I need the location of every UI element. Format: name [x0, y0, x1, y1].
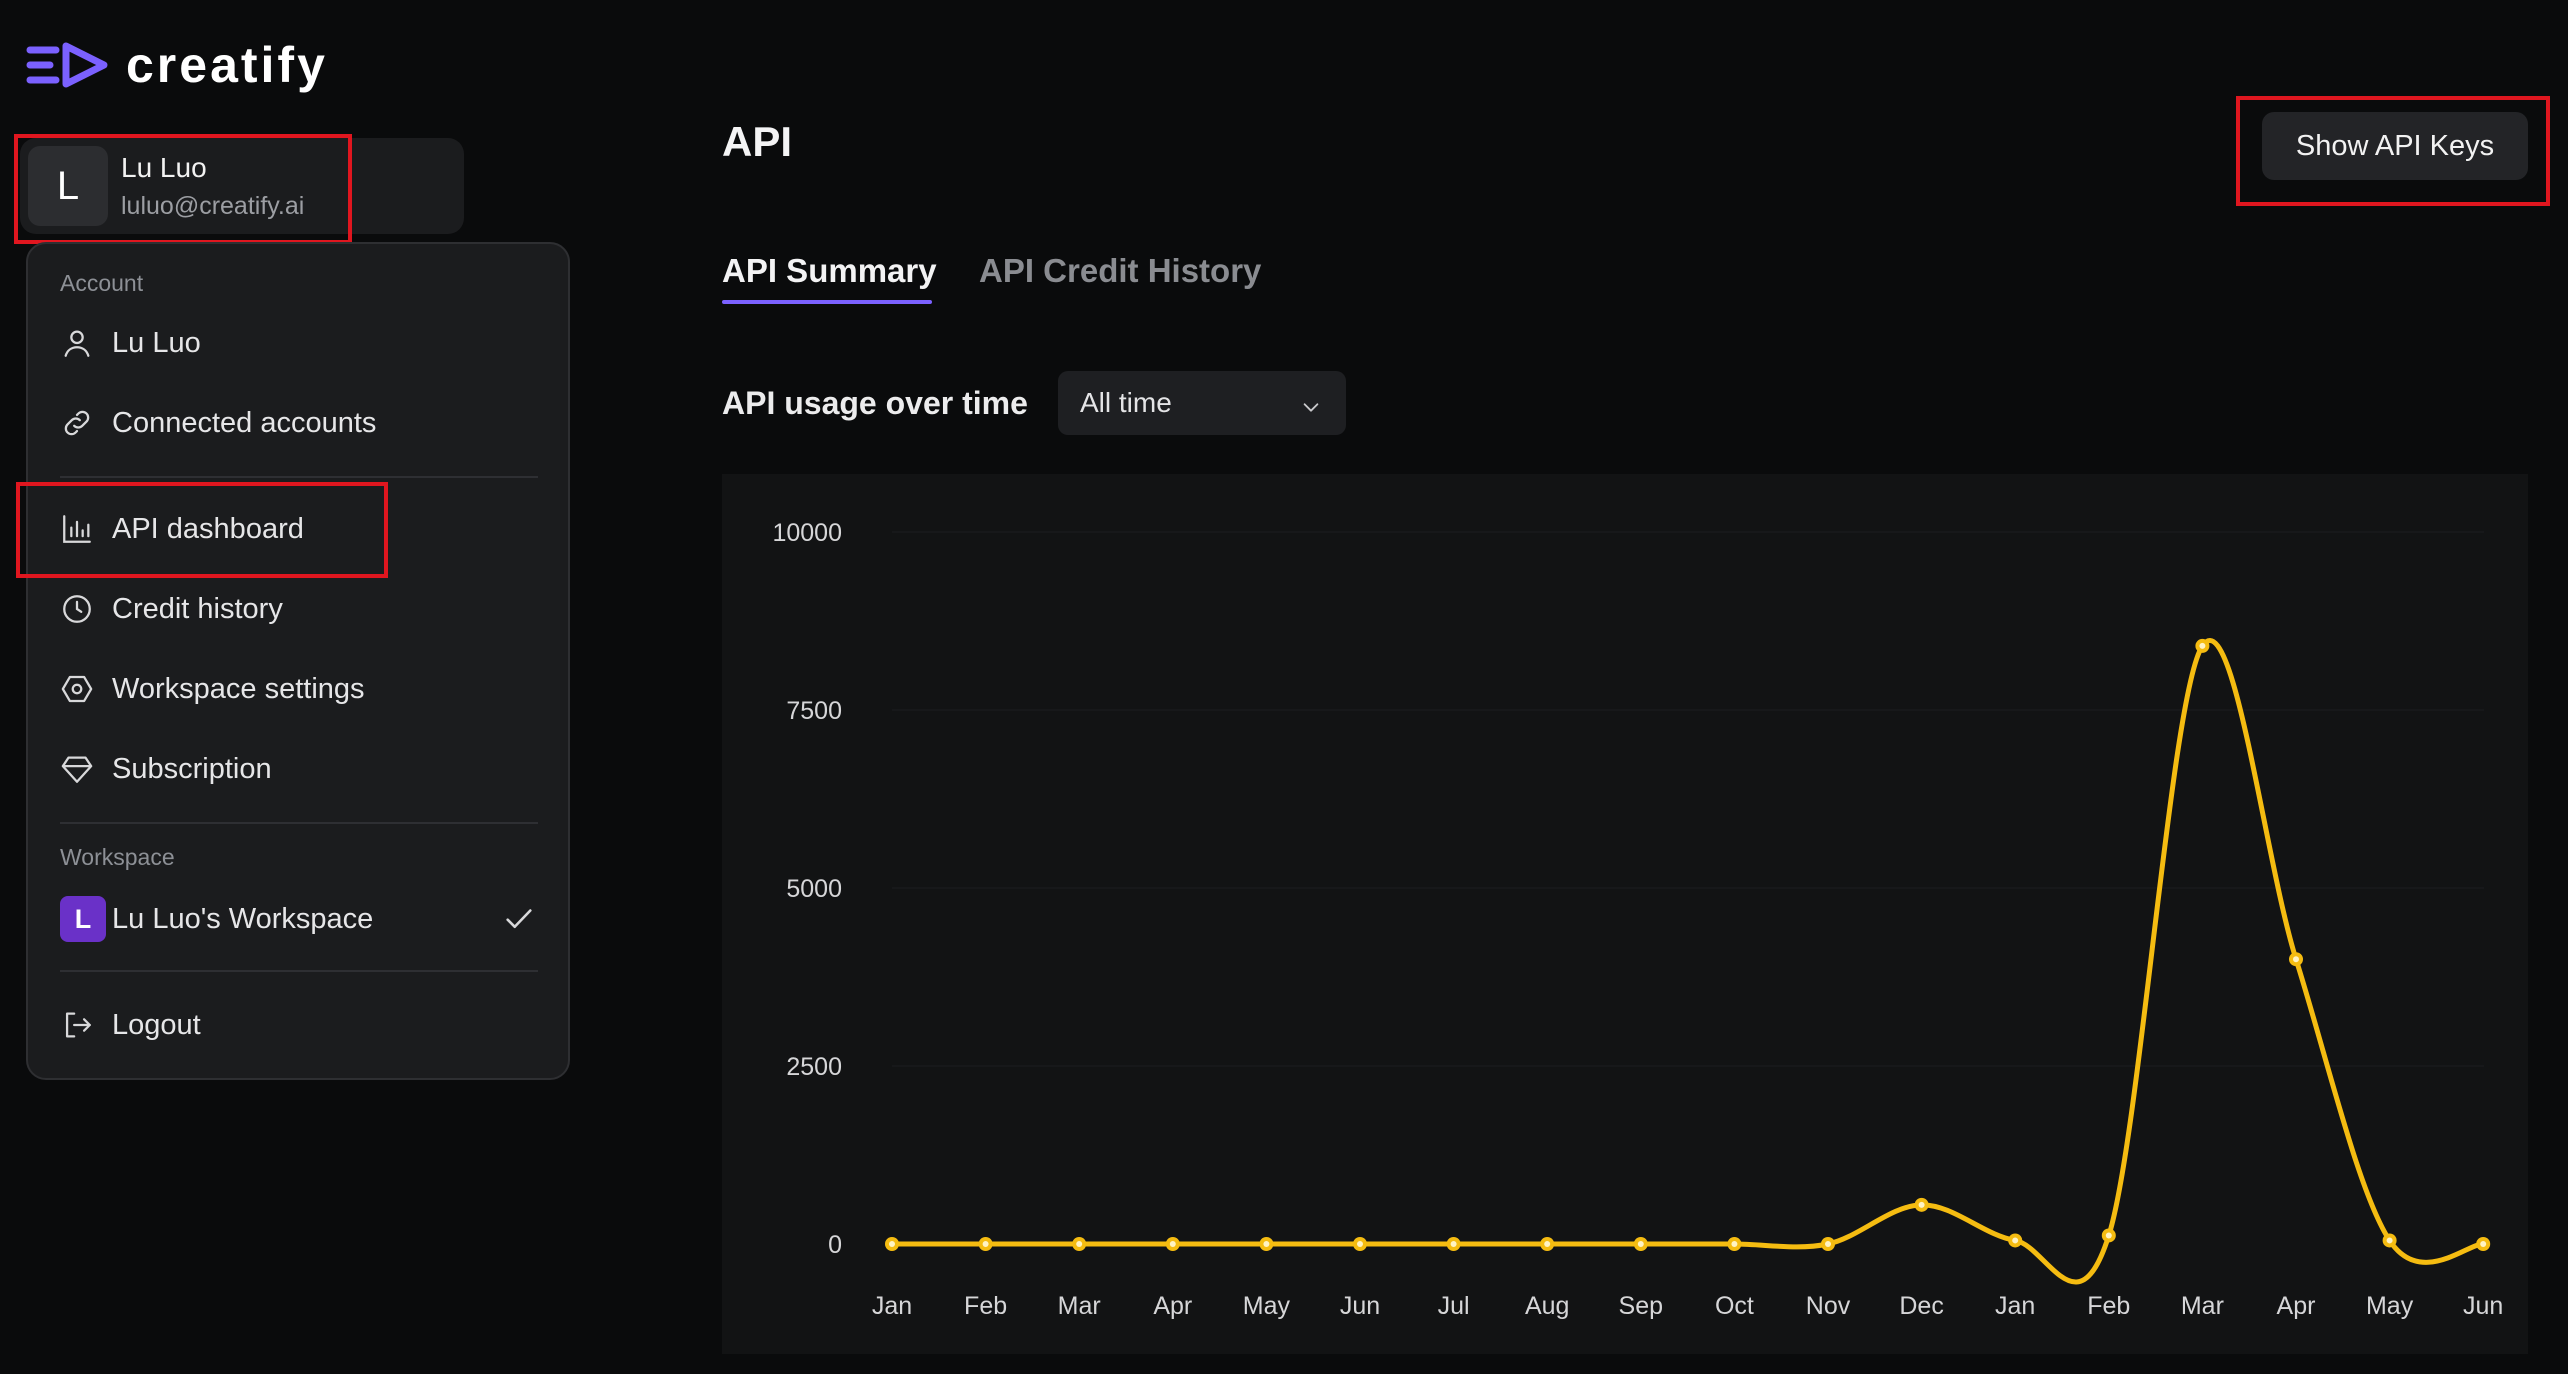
y-tick-label: 5000	[786, 875, 842, 903]
menu-item-label: API dashboard	[112, 512, 304, 545]
data-point-center	[1357, 1241, 1363, 1247]
usage-chart-label: API usage over time	[722, 385, 1028, 421]
section-label-workspace: Workspace	[60, 844, 175, 870]
checkmark-icon	[502, 902, 536, 941]
menu-item-label: Lu Luo	[112, 326, 201, 359]
menu-item-subscription[interactable]: Subscription	[38, 734, 558, 804]
brand-name: creatify	[126, 37, 328, 93]
menu-item-workspace-settings[interactable]: Workspace settings	[38, 654, 558, 724]
active-tab-indicator	[722, 300, 932, 304]
menu-divider	[60, 822, 538, 824]
x-tick-label: Apr	[1153, 1292, 1192, 1320]
creatify-logo-icon	[26, 40, 112, 90]
data-point-center	[1544, 1241, 1551, 1247]
data-point-center	[2386, 1237, 2393, 1244]
x-tick-label: May	[2366, 1292, 2414, 1320]
menu-item-label: Workspace settings	[112, 672, 365, 705]
menu-item-label: Lu Luo's Workspace	[112, 902, 374, 935]
link-icon	[60, 406, 108, 440]
x-tick-label: Mar	[2181, 1292, 2224, 1320]
data-point-center	[1450, 1241, 1457, 1247]
menu-divider	[60, 476, 538, 478]
menu-item-connected-accounts[interactable]: Connected accounts	[38, 388, 558, 458]
usage-chart-panel: 0 2500 5000 7500 10000 Jan Feb Mar Apr May Jun Jul A…	[722, 474, 2528, 1354]
time-range-select[interactable]: All time	[1058, 371, 1346, 435]
data-point-center	[1918, 1201, 1925, 1208]
time-range-value: All time	[1080, 387, 1172, 418]
menu-item-api-dashboard[interactable]: API dashboard	[38, 494, 558, 564]
chevron-down-icon	[1300, 393, 1322, 425]
menu-item-label: Credit history	[112, 592, 283, 625]
workspace-avatar: L	[60, 896, 108, 942]
show-api-keys-button[interactable]: Show API Keys	[2262, 112, 2528, 180]
section-label-account: Account	[60, 270, 144, 296]
y-tick-label: 2500	[786, 1053, 842, 1081]
user-name: Lu Luo	[121, 152, 207, 183]
x-tick-label: May	[1243, 1292, 1291, 1320]
x-tick-label: Feb	[2087, 1292, 2130, 1320]
tab-api-credit-history[interactable]: API Credit History	[979, 252, 1262, 289]
x-tick-label: Jan	[1995, 1292, 2035, 1320]
menu-item-profile[interactable]: Lu Luo	[38, 308, 558, 378]
data-point-center	[1731, 1241, 1738, 1247]
x-tick-label: Sep	[1619, 1292, 1663, 1320]
data-point-center	[2293, 956, 2299, 963]
usage-line-chart: 0 2500 5000 7500 10000 Jan Feb Mar Apr May Jun Jul A…	[772, 519, 2503, 1320]
x-tick-label: Oct	[1715, 1292, 1754, 1320]
avatar: L	[28, 146, 108, 226]
data-point-center	[889, 1241, 895, 1247]
account-dropdown-menu: Account Lu Luo Connected accounts API da…	[26, 242, 570, 1080]
x-tick-label: Dec	[1899, 1292, 1943, 1320]
x-tick-label: Jun	[2463, 1292, 2503, 1320]
brand-logo[interactable]: creatify	[26, 36, 328, 94]
x-tick-label: Jul	[1438, 1292, 1470, 1320]
y-tick-label: 7500	[786, 697, 842, 725]
data-point-center	[1076, 1241, 1083, 1247]
y-tick-label: 10000	[772, 519, 842, 547]
diamond-icon	[60, 752, 108, 786]
data-point-center	[2199, 642, 2206, 649]
hexagon-settings-icon	[60, 672, 108, 706]
menu-item-label: Connected accounts	[112, 406, 377, 439]
data-point-center	[1169, 1241, 1176, 1247]
x-tick-label: Feb	[964, 1292, 1007, 1320]
user-email: luluo@creatify.ai	[121, 192, 305, 220]
x-tick-label: Jun	[1340, 1292, 1380, 1320]
bar-chart-icon	[60, 512, 108, 546]
menu-item-workspace[interactable]: L Lu Luo's Workspace	[38, 884, 558, 954]
menu-item-label: Subscription	[112, 752, 272, 785]
data-point-center	[982, 1241, 989, 1247]
x-tick-label: Nov	[1806, 1292, 1851, 1320]
data-point-center	[1637, 1241, 1644, 1247]
menu-item-label: Logout	[112, 1008, 201, 1041]
data-point-center	[1825, 1241, 1831, 1247]
y-tick-label: 0	[828, 1231, 842, 1259]
data-point-center	[2105, 1232, 2112, 1239]
data-point-center	[1263, 1241, 1270, 1247]
x-tick-label: Apr	[2277, 1292, 2316, 1320]
data-point-center	[2012, 1237, 2019, 1244]
tab-api-summary[interactable]: API Summary	[722, 252, 937, 289]
data-point-center	[2480, 1241, 2487, 1247]
x-tick-label: Jan	[872, 1292, 912, 1320]
logout-icon	[60, 1008, 108, 1042]
person-icon	[60, 326, 108, 360]
x-tick-label: Aug	[1525, 1292, 1569, 1320]
menu-item-credit-history[interactable]: Credit history	[38, 574, 558, 644]
user-menu-trigger[interactable]: L Lu Luo luluo@creatify.ai	[20, 138, 464, 234]
page-title: API	[722, 118, 793, 165]
x-tick-label: Mar	[1058, 1292, 1101, 1320]
menu-item-logout[interactable]: Logout	[38, 990, 558, 1060]
series-line	[892, 638, 2484, 1285]
clock-icon	[60, 592, 108, 626]
menu-divider	[60, 970, 538, 972]
